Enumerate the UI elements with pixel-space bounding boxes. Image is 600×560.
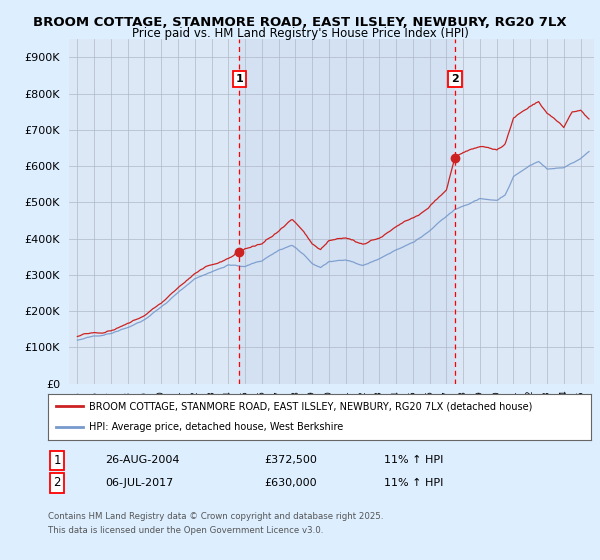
Text: 2: 2: [451, 74, 459, 84]
Text: £630,000: £630,000: [264, 478, 317, 488]
Text: Price paid vs. HM Land Registry's House Price Index (HPI): Price paid vs. HM Land Registry's House …: [131, 27, 469, 40]
Text: Contains HM Land Registry data © Crown copyright and database right 2025.
This d: Contains HM Land Registry data © Crown c…: [48, 512, 383, 535]
Text: £372,500: £372,500: [264, 455, 317, 465]
Text: 26-AUG-2004: 26-AUG-2004: [105, 455, 179, 465]
Text: 2: 2: [53, 476, 61, 489]
Bar: [239, 39, 455, 384]
Text: 1: 1: [53, 454, 61, 467]
Text: 1: 1: [235, 74, 243, 84]
Text: BROOM COTTAGE, STANMORE ROAD, EAST ILSLEY, NEWBURY, RG20 7LX (detached house): BROOM COTTAGE, STANMORE ROAD, EAST ILSLE…: [89, 401, 532, 411]
Text: HPI: Average price, detached house, West Berkshire: HPI: Average price, detached house, West…: [89, 422, 343, 432]
Text: 06-JUL-2017: 06-JUL-2017: [105, 478, 173, 488]
Text: BROOM COTTAGE, STANMORE ROAD, EAST ILSLEY, NEWBURY, RG20 7LX: BROOM COTTAGE, STANMORE ROAD, EAST ILSLE…: [33, 16, 567, 29]
Text: 11% ↑ HPI: 11% ↑ HPI: [384, 478, 443, 488]
Text: 11% ↑ HPI: 11% ↑ HPI: [384, 455, 443, 465]
